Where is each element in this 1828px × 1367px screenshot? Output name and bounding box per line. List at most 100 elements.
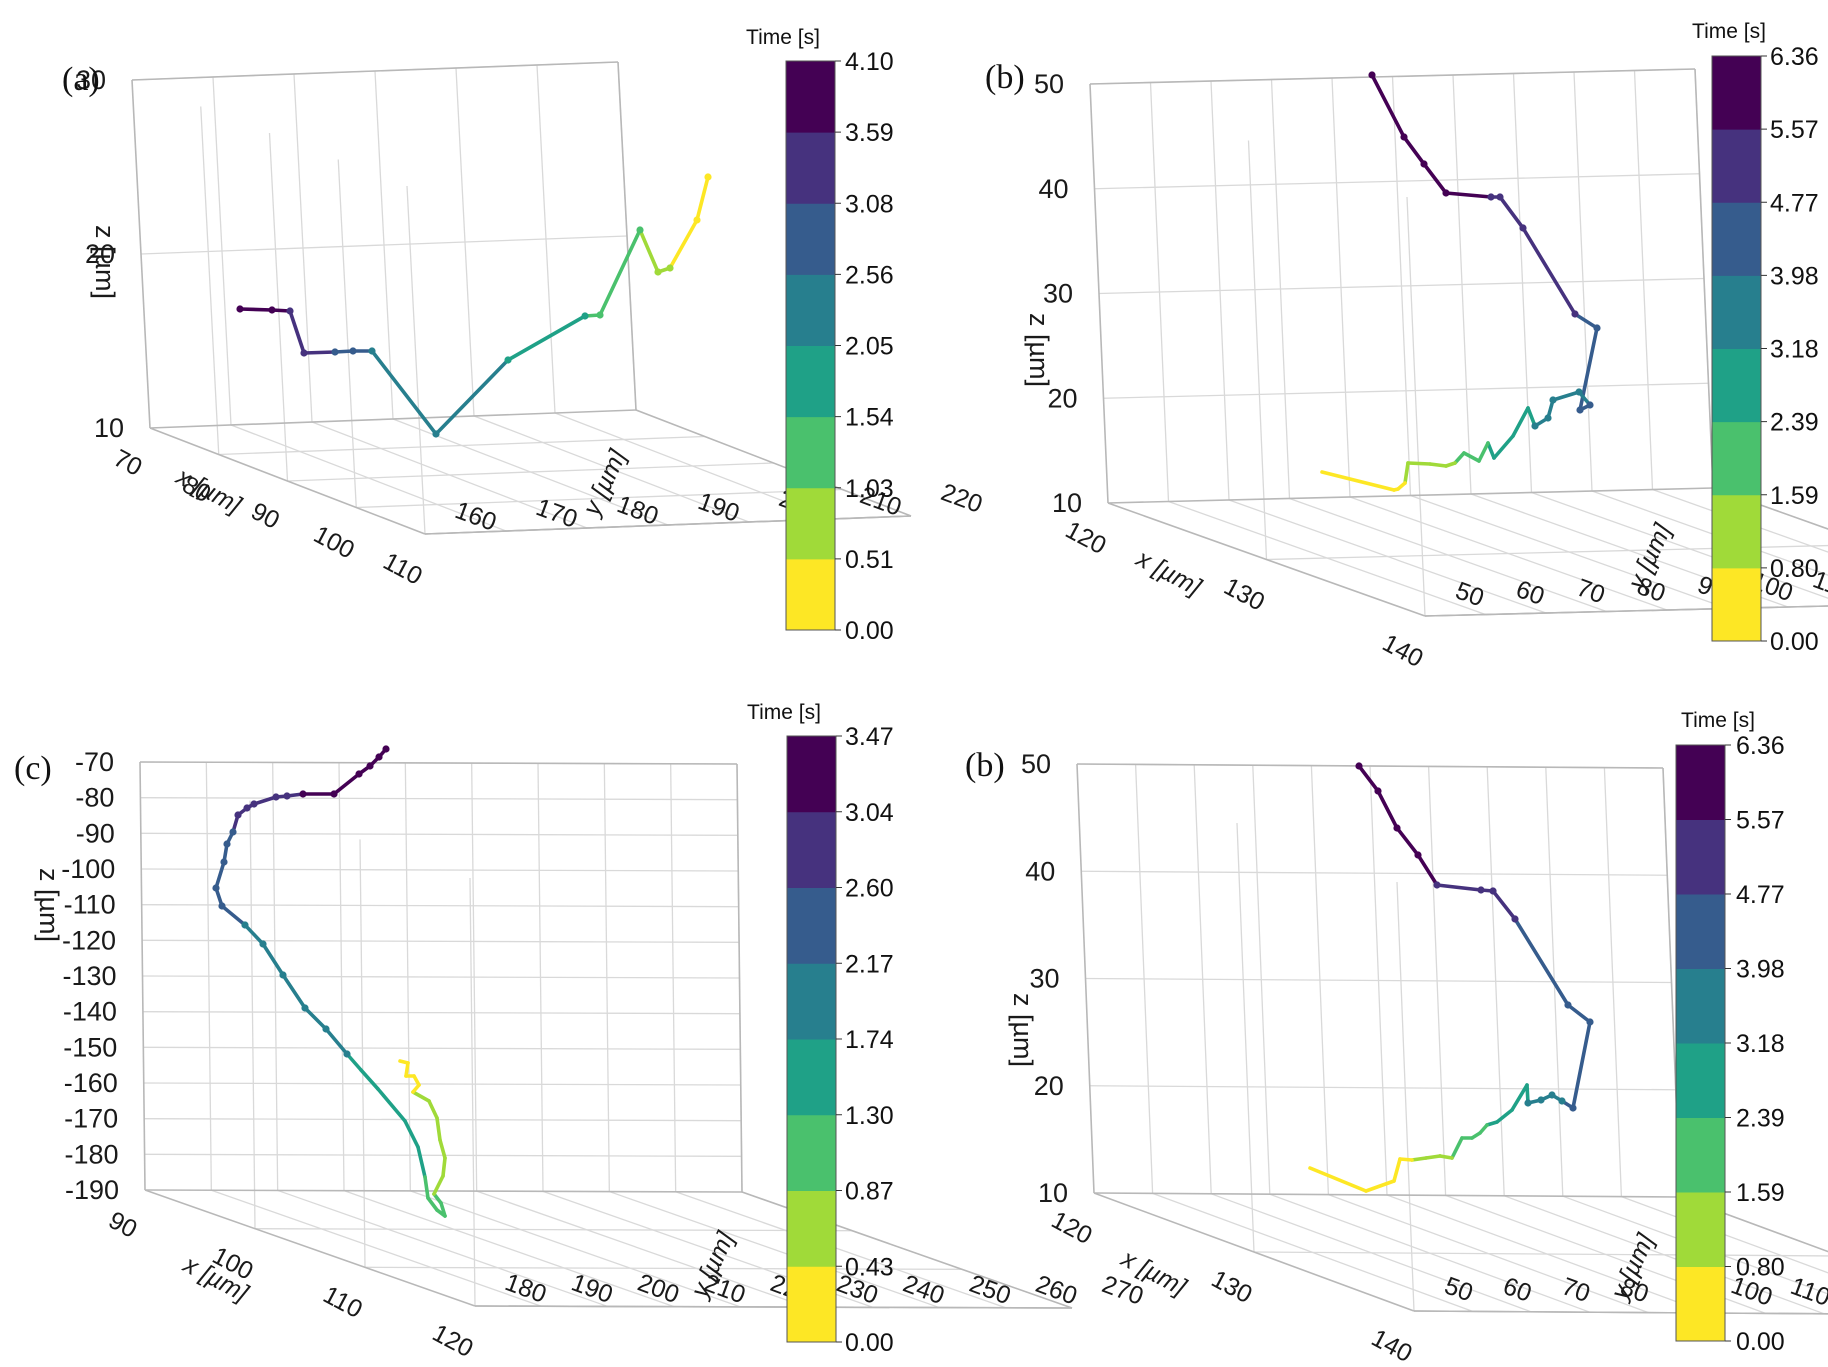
trajectory-segment xyxy=(1376,789,1399,830)
z-tick-label: -160 xyxy=(64,1068,118,1098)
trajectory-segment xyxy=(434,358,510,436)
x-tick-label: 140 xyxy=(1378,629,1428,673)
trajectory-point xyxy=(704,173,712,181)
trajectory-point xyxy=(1571,310,1579,318)
panel-1: 708090100110160170180190200210220102030x… xyxy=(62,26,986,645)
trajectory-segment xyxy=(252,795,278,806)
trajectory-segment xyxy=(598,228,642,317)
x-tick-label: 110 xyxy=(379,547,427,590)
trajectory-segment xyxy=(332,772,361,796)
floor-grid-line xyxy=(230,424,507,532)
trajectory-point xyxy=(375,753,383,761)
left-wall-grid-line xyxy=(141,904,739,908)
colorbar-tick-label: 0.00 xyxy=(845,617,894,645)
front-wall-grid-line xyxy=(1247,140,1268,560)
floor-grid-line xyxy=(211,1189,542,1307)
frame-edge xyxy=(1107,487,1714,504)
trajectory xyxy=(1308,762,1594,1193)
frame-edge xyxy=(1712,487,1828,530)
trajectory-point xyxy=(1586,1018,1594,1026)
trajectory-segment xyxy=(1495,1108,1514,1124)
frame-edge xyxy=(1093,1192,1415,1312)
z-tick-label: 40 xyxy=(1038,174,1068,204)
frame-edge xyxy=(1679,1196,1828,1253)
colorbar-tick-label: 0.80 xyxy=(1770,555,1819,583)
gridlines xyxy=(139,761,1073,1309)
trajectory-segment xyxy=(1513,917,1570,1007)
y-tick-label: 220 xyxy=(937,478,986,519)
panel-label: (a) xyxy=(62,61,100,98)
z-tick-label: -70 xyxy=(75,747,114,777)
x-axis-label: x [µm] xyxy=(171,462,246,520)
trajectory-segment xyxy=(238,307,274,312)
trajectory-segment xyxy=(668,218,699,270)
colorbar-band xyxy=(1676,819,1725,895)
trajectory-point xyxy=(243,804,251,812)
colorbar-band xyxy=(786,558,835,631)
colorbar: Time [s] 0.00 0.43 0.87 1.30 1.74 2.17 2.60 3.04… xyxy=(747,701,894,1357)
left-wall-grid-line xyxy=(1081,870,1668,876)
frame-edge xyxy=(424,515,912,535)
colorbar-title: Time [s] xyxy=(747,701,821,724)
colorbar-band xyxy=(787,736,836,813)
floor-grid-line xyxy=(609,1190,940,1309)
z-tick-label: -120 xyxy=(62,925,116,955)
floor-grid-line xyxy=(1621,1195,1828,1274)
trajectory-segment xyxy=(1450,1136,1464,1160)
floor-grid-line xyxy=(1531,491,1828,599)
colorbar-tick-label: 5.57 xyxy=(1770,116,1819,144)
z-tick-label: 30 xyxy=(76,65,106,95)
trajectory-segment xyxy=(1422,162,1448,195)
colorbar-band xyxy=(786,416,835,489)
colorbar: Time [s] 0.00 0.80 1.59 2.39 3.18 3.98 4.77 5.57… xyxy=(1675,709,1785,1356)
left-wall-grid-line xyxy=(143,1082,741,1086)
left-wall-grid-line xyxy=(142,1011,740,1015)
colorbar-tick-label: 3.98 xyxy=(1770,262,1819,290)
trajectory-segment xyxy=(1416,853,1439,887)
trajectory-segment xyxy=(1571,1020,1592,1110)
trajectory xyxy=(236,173,712,438)
trajectory-segment xyxy=(426,1196,439,1212)
colorbar-tick-label: 2.39 xyxy=(1736,1105,1785,1133)
trajectory-point xyxy=(330,790,338,798)
floor-grid-line xyxy=(1503,1195,1825,1315)
z-tick-label: -130 xyxy=(62,961,116,991)
floor-grid-line xyxy=(1228,499,1547,614)
trajectory-segment xyxy=(1444,191,1493,199)
frame-edge xyxy=(1089,83,1109,504)
frame-edge xyxy=(131,79,151,429)
trajectory-segment xyxy=(1453,451,1466,465)
trajectory-segment xyxy=(506,314,587,362)
panel-2: 1201301405060708090100110120130140150102… xyxy=(985,20,1828,673)
colorbar-tick-label: 1.03 xyxy=(845,475,894,503)
colorbar-band xyxy=(787,1114,836,1191)
trajectory-segment xyxy=(1410,1156,1428,1162)
colorbar-tick-label: 1.74 xyxy=(845,1026,894,1054)
trajectory-point xyxy=(1511,915,1519,923)
trajectory-point xyxy=(368,347,376,355)
trajectory-point xyxy=(666,264,674,272)
trajectory-point xyxy=(250,800,258,808)
trajectory-segment xyxy=(288,309,306,355)
left-wall-grid-line xyxy=(144,1118,742,1122)
x-tick-label: 120 xyxy=(1061,516,1111,560)
colorbar-tick-label: 2.39 xyxy=(1770,409,1819,437)
trajectory-segment xyxy=(1428,462,1448,468)
colorbar-band xyxy=(1712,202,1761,276)
front-wall-grid-line xyxy=(359,839,366,1268)
colorbar-band xyxy=(1676,1043,1725,1118)
trajectory-point xyxy=(1374,787,1382,795)
trajectory-segment xyxy=(1486,441,1496,460)
colorbar-tick-label: 3.47 xyxy=(845,723,894,751)
colorbar-tick-label: 0.00 xyxy=(1736,1328,1785,1356)
floor-grid-line xyxy=(473,415,750,523)
colorbar-tick-label: 3.08 xyxy=(845,190,894,218)
trajectory-segment xyxy=(435,1116,442,1142)
trajectory-point xyxy=(218,902,226,910)
trajectory-point xyxy=(366,762,374,770)
frame-edge xyxy=(1424,605,1828,617)
colorbar-tick-label: 2.60 xyxy=(845,875,894,903)
x-tick-label: 70 xyxy=(109,444,147,482)
trajectory-segment xyxy=(404,1061,410,1078)
colorbar-band xyxy=(1712,129,1761,203)
